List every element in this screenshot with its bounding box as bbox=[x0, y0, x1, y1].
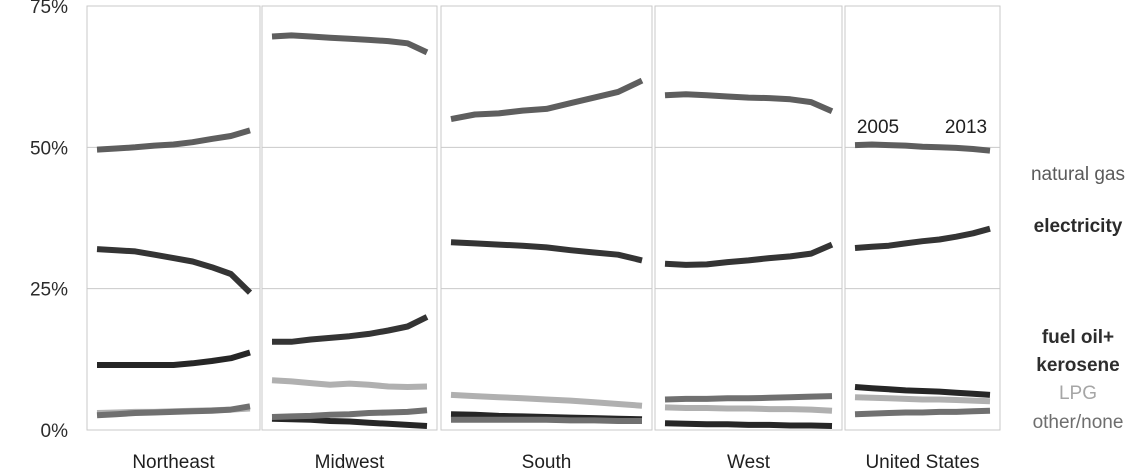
legend-label-other-none: other/none bbox=[1033, 412, 1124, 433]
series-line-west-other-none bbox=[664, 393, 833, 403]
start-year-label: 2005 bbox=[857, 117, 899, 138]
panel-labels: Northeast Midwest South West United States bbox=[132, 452, 979, 473]
y-axis-ticks: 0% 25% 50% 75% bbox=[30, 0, 68, 442]
series-line-west-lpg bbox=[664, 404, 833, 414]
series-line-west-electricity bbox=[664, 241, 834, 268]
grid bbox=[86, 5, 1001, 431]
y-tick-label: 50% bbox=[30, 138, 68, 159]
panel-label-south: South bbox=[522, 452, 572, 473]
legend-label-fuel-oil-kerosene: kerosene bbox=[1036, 355, 1119, 376]
series-line-northeast-natural-gas bbox=[96, 127, 251, 153]
series-line-south-lpg bbox=[450, 391, 643, 409]
panel-frame-1 bbox=[261, 5, 438, 431]
series-line-northeast-other-none bbox=[96, 403, 251, 419]
legend-label-lpg: LPG bbox=[1059, 383, 1097, 404]
legend-label-fuel-oil-kerosene: fuel oil+ bbox=[1042, 327, 1114, 348]
series-line-united-states-other-none bbox=[854, 407, 991, 418]
y-tick-label: 0% bbox=[41, 421, 69, 442]
series-line-united-states-fuel-oil-kerosene bbox=[854, 384, 991, 398]
y-tick-label: 75% bbox=[30, 0, 68, 18]
series-line-south-natural-gas bbox=[450, 77, 644, 123]
end-year-label: 2013 bbox=[945, 117, 987, 138]
panel-label-united-states: United States bbox=[865, 452, 979, 473]
series-line-united-states-lpg bbox=[854, 394, 991, 405]
series-line-united-states-natural-gas bbox=[854, 141, 991, 154]
year-annotations: 2005 2013 bbox=[857, 117, 987, 138]
y-tick-label: 25% bbox=[30, 280, 68, 301]
series-line-midwest-other-none bbox=[271, 407, 428, 420]
series-line-northeast-electricity bbox=[96, 246, 253, 295]
series-line-west-natural-gas bbox=[664, 91, 834, 114]
legend-label-natural-gas: natural gas bbox=[1031, 164, 1125, 185]
panel-label-midwest: Midwest bbox=[315, 452, 385, 473]
series-line-west-fuel-oil-kerosene bbox=[664, 420, 833, 429]
panel-frame-3 bbox=[654, 5, 843, 431]
panel-frame-0 bbox=[86, 5, 261, 431]
panel-frame-4 bbox=[844, 5, 1001, 431]
series-line-midwest-natural-gas bbox=[271, 32, 429, 56]
series-line-south-electricity bbox=[450, 239, 643, 264]
panel-frame-2 bbox=[440, 5, 653, 431]
series-line-united-states-electricity bbox=[854, 225, 991, 251]
series-line-midwest-fuel-oil-kerosene bbox=[271, 415, 428, 429]
series-line-midwest-lpg bbox=[271, 377, 428, 390]
series-line-midwest-electricity bbox=[272, 314, 429, 345]
panel-label-west: West bbox=[727, 452, 771, 473]
series-line-northeast-fuel-oil-kerosene bbox=[97, 349, 251, 368]
series-lines bbox=[96, 32, 991, 429]
legend-label-electricity: electricity bbox=[1034, 216, 1123, 237]
legend: natural gas electricity fuel oil+ kerosene L… bbox=[1031, 164, 1125, 433]
panel-label-northeast: Northeast bbox=[132, 452, 215, 473]
series-line-south-other-none bbox=[451, 416, 642, 424]
